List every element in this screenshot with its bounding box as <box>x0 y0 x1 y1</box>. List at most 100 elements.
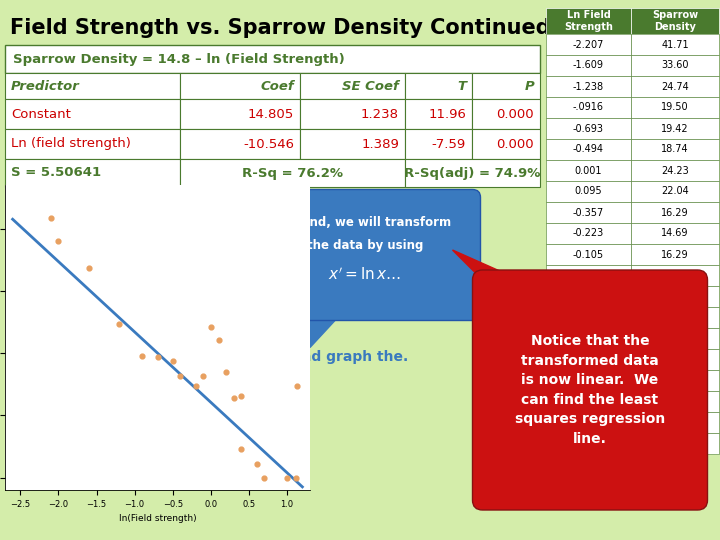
Text: Field Strength vs. Sparrow Density Continued: Field Strength vs. Sparrow Density Conti… <box>10 18 551 38</box>
Text: 1.389: 1.389 <box>361 138 399 151</box>
Text: 4.64: 4.64 <box>665 334 685 343</box>
Bar <box>631 265 719 286</box>
Bar <box>631 97 719 118</box>
Bar <box>546 8 631 34</box>
Point <box>167 356 179 365</box>
Text: 0.00: 0.00 <box>665 438 685 449</box>
Bar <box>5 45 540 73</box>
Text: P: P <box>524 79 534 92</box>
Text: 13.17: 13.17 <box>661 313 689 322</box>
Point <box>251 460 262 469</box>
Bar <box>546 97 631 118</box>
Text: -10.546: -10.546 <box>243 138 294 151</box>
Bar <box>631 349 719 370</box>
Bar <box>631 118 719 139</box>
Text: 0.00: 0.00 <box>665 375 685 386</box>
Bar <box>546 76 631 97</box>
Point <box>197 372 209 381</box>
Bar <box>546 328 631 349</box>
Text: -.0916: -.0916 <box>573 103 604 112</box>
FancyBboxPatch shape <box>472 270 708 510</box>
Bar <box>472 99 540 129</box>
Text: 14.805: 14.805 <box>248 107 294 120</box>
Text: 1.127: 1.127 <box>575 438 603 449</box>
Text: S = 5.50641: S = 5.50641 <box>11 166 101 179</box>
Bar <box>5 73 180 99</box>
Point <box>114 319 125 328</box>
Bar <box>300 99 405 129</box>
Bar <box>546 349 631 370</box>
Bar <box>631 412 719 433</box>
Bar <box>631 244 719 265</box>
Text: $x' = \ln x \ldots$: $x' = \ln x \ldots$ <box>328 267 402 284</box>
Text: Notice that the
transformed data
is now linear.  We
can find the least
squares r: Notice that the transformed data is now … <box>515 334 665 446</box>
Bar <box>405 129 472 159</box>
Text: T: T <box>457 79 466 92</box>
Text: -0.223: -0.223 <box>573 228 604 239</box>
Bar <box>546 433 631 454</box>
Point <box>53 237 64 245</box>
Bar <box>631 328 719 349</box>
Point <box>45 214 56 222</box>
Point <box>282 473 293 482</box>
Point <box>292 382 303 390</box>
Bar <box>631 370 719 391</box>
Text: Ln (field strength): Ln (field strength) <box>11 138 131 151</box>
Text: Second, we will transform: Second, we will transform <box>279 217 451 230</box>
Bar <box>631 8 719 34</box>
Text: Sparrow
Density: Sparrow Density <box>652 10 698 32</box>
Bar <box>5 99 180 129</box>
Bar <box>546 202 631 223</box>
Text: -0.693: -0.693 <box>573 124 604 133</box>
Bar <box>631 286 719 307</box>
Text: 1.002: 1.002 <box>575 396 603 407</box>
Text: 19.50: 19.50 <box>661 103 689 112</box>
Bar <box>631 202 719 223</box>
Text: the data by using: the data by using <box>307 239 423 252</box>
Point <box>290 473 302 482</box>
Text: -1.609: -1.609 <box>573 60 604 71</box>
Bar <box>300 73 405 99</box>
Point <box>235 392 247 400</box>
Text: 1.238: 1.238 <box>361 107 399 120</box>
Text: -2.207: -2.207 <box>573 39 604 50</box>
Text: 0.095: 0.095 <box>575 186 603 197</box>
Point <box>205 322 217 331</box>
Bar <box>546 370 631 391</box>
Bar <box>405 159 540 187</box>
Text: R-Sq = 76.2%: R-Sq = 76.2% <box>242 166 343 179</box>
Text: 0.000: 0.000 <box>496 107 534 120</box>
Text: 16.97: 16.97 <box>661 271 689 280</box>
Point <box>258 473 270 482</box>
Polygon shape <box>452 250 542 300</box>
Point <box>83 264 94 273</box>
Point <box>137 352 148 361</box>
Text: 19.42: 19.42 <box>661 124 689 133</box>
Point <box>220 368 232 376</box>
Text: 14.69: 14.69 <box>661 228 689 239</box>
Bar <box>631 391 719 412</box>
Text: -1.238: -1.238 <box>573 82 604 91</box>
Bar <box>472 129 540 159</box>
Text: 0.00: 0.00 <box>665 396 685 407</box>
Text: 11.96: 11.96 <box>428 107 466 120</box>
Text: 24.74: 24.74 <box>661 82 689 91</box>
FancyBboxPatch shape <box>250 190 480 321</box>
Text: 16.29: 16.29 <box>661 249 689 260</box>
Bar <box>546 412 631 433</box>
Point <box>212 336 224 345</box>
Text: 24.23: 24.23 <box>661 165 689 176</box>
Text: 0.182: 0.182 <box>575 271 603 280</box>
Bar <box>631 181 719 202</box>
Point <box>235 444 247 453</box>
Point <box>228 393 240 402</box>
Bar <box>546 265 631 286</box>
Text: 33.60: 33.60 <box>661 60 689 71</box>
Text: 22.04: 22.04 <box>661 186 689 197</box>
Text: Predictor: Predictor <box>11 79 80 92</box>
Bar <box>405 73 472 99</box>
Bar <box>546 118 631 139</box>
Bar <box>180 99 300 129</box>
Bar <box>546 391 631 412</box>
Text: R-Sq(adj) = 74.9%: R-Sq(adj) = 74.9% <box>405 166 541 179</box>
